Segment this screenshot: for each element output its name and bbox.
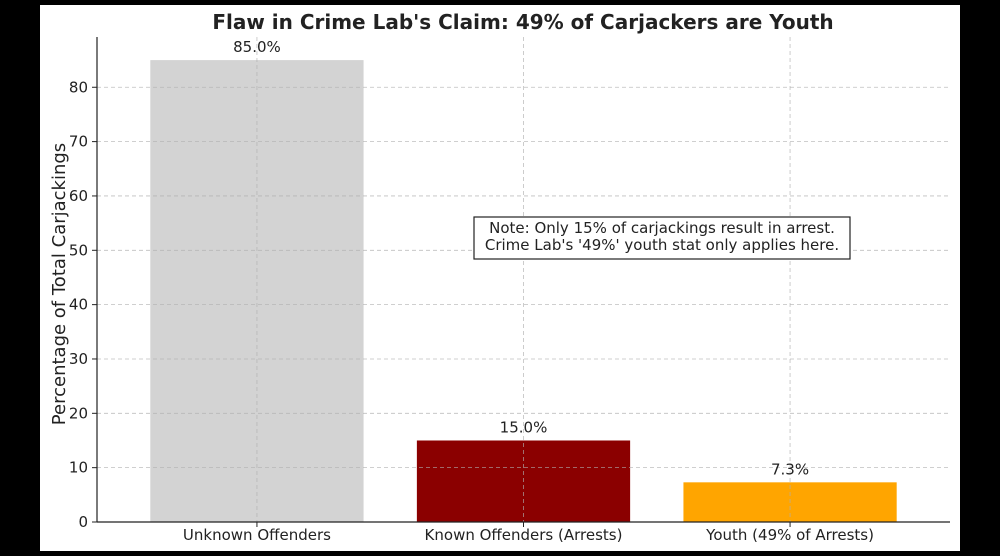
y-tick-label-2: 20 [69, 404, 88, 422]
y-tick-label-3: 30 [69, 350, 88, 368]
annotation-line-2: Crime Lab's '49%' youth stat only applie… [485, 236, 839, 254]
data-labels: 85.0% 15.0% 7.3% [233, 38, 809, 478]
data-label-2: 7.3% [771, 460, 809, 478]
figure: Flaw in Crime Lab's Claim: 49% of Carjac… [40, 5, 960, 551]
data-label-0: 85.0% [233, 38, 281, 56]
y-tick-label-7: 70 [69, 133, 88, 151]
x-tick-label-2: Youth (49% of Arrests) [705, 526, 874, 544]
annotation-note: Note: Only 15% of carjackings result in … [473, 216, 851, 260]
annotation-box [473, 216, 851, 260]
annotation-line-1: Note: Only 15% of carjackings result in … [489, 219, 835, 237]
y-tick-label-5: 50 [69, 241, 88, 259]
x-tick-label-1: Known Offenders (Arrests) [425, 526, 623, 544]
y-axis-label: Percentage of Total Carjackings [49, 143, 70, 425]
ticks: 0 10 20 30 40 50 60 70 80 Unknown Offenders Known … [69, 78, 874, 544]
y-tick-label-4: 40 [69, 296, 88, 314]
data-label-1: 15.0% [500, 418, 548, 436]
bar-chart: Flaw in Crime Lab's Claim: 49% of Carjac… [49, 10, 950, 544]
y-tick-label-1: 10 [69, 459, 88, 477]
y-tick-label-8: 80 [69, 78, 88, 96]
x-tick-label-0: Unknown Offenders [183, 526, 331, 544]
y-tick-label-6: 60 [69, 187, 88, 205]
chart-title: Flaw in Crime Lab's Claim: 49% of Carjac… [212, 10, 833, 34]
y-tick-label-0: 0 [78, 513, 88, 531]
